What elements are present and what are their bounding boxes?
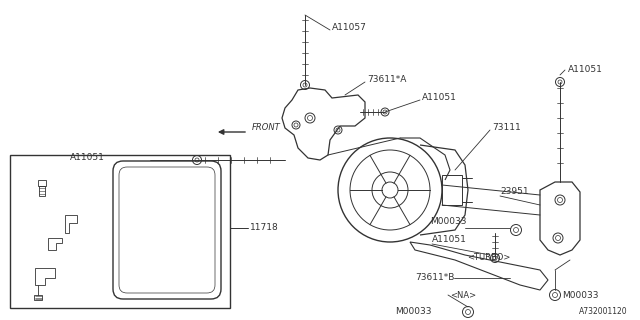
Text: M00033: M00033 (430, 218, 467, 227)
Text: M00033: M00033 (395, 308, 431, 316)
Text: A11051: A11051 (422, 93, 457, 102)
Bar (10, 155, 230, 308)
Text: 11718: 11718 (250, 223, 279, 233)
Bar (34, 295, 42, 300)
Text: 73611*B: 73611*B (415, 274, 454, 283)
Text: <TURBO>: <TURBO> (467, 253, 510, 262)
Bar (39, 186, 45, 196)
Text: A11051: A11051 (568, 66, 603, 75)
Text: A11051: A11051 (70, 154, 105, 163)
Text: FRONT: FRONT (252, 124, 281, 132)
Text: A732001120: A732001120 (579, 308, 628, 316)
Text: <NA>: <NA> (450, 291, 476, 300)
Bar (38, 180, 46, 186)
Text: 73111: 73111 (492, 124, 521, 132)
Text: A11057: A11057 (332, 23, 367, 33)
Text: A11051: A11051 (432, 236, 467, 244)
Text: M00033: M00033 (562, 291, 598, 300)
Text: 23951: 23951 (500, 188, 529, 196)
Text: 73611*A: 73611*A (367, 76, 406, 84)
Bar (442, 175, 462, 205)
